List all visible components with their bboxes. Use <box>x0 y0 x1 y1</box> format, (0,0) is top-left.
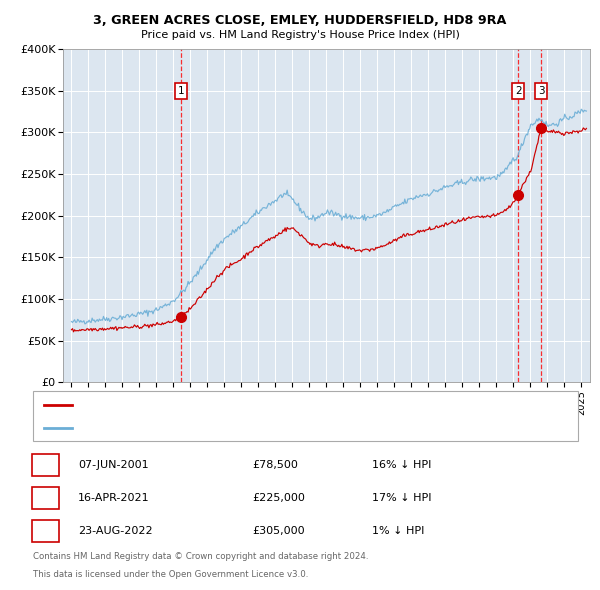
Text: 1: 1 <box>42 460 49 470</box>
Text: 2: 2 <box>515 86 521 96</box>
Text: 3: 3 <box>42 526 49 536</box>
Text: 1% ↓ HPI: 1% ↓ HPI <box>372 526 424 536</box>
Text: 16% ↓ HPI: 16% ↓ HPI <box>372 460 431 470</box>
Text: 16-APR-2021: 16-APR-2021 <box>78 493 149 503</box>
Text: 2: 2 <box>42 493 49 503</box>
Text: 3, GREEN ACRES CLOSE, EMLEY, HUDDERSFIELD, HD8 9RA (detached house): 3, GREEN ACRES CLOSE, EMLEY, HUDDERSFIEL… <box>79 400 456 410</box>
Text: 1: 1 <box>178 86 184 96</box>
Text: 07-JUN-2001: 07-JUN-2001 <box>78 460 149 470</box>
Text: £305,000: £305,000 <box>252 526 305 536</box>
Text: £225,000: £225,000 <box>252 493 305 503</box>
Text: HPI: Average price, detached house, Kirklees: HPI: Average price, detached house, Kirk… <box>79 423 299 433</box>
Text: This data is licensed under the Open Government Licence v3.0.: This data is licensed under the Open Gov… <box>33 570 308 579</box>
Text: Contains HM Land Registry data © Crown copyright and database right 2024.: Contains HM Land Registry data © Crown c… <box>33 552 368 561</box>
Text: £78,500: £78,500 <box>252 460 298 470</box>
Text: 3, GREEN ACRES CLOSE, EMLEY, HUDDERSFIELD, HD8 9RA: 3, GREEN ACRES CLOSE, EMLEY, HUDDERSFIEL… <box>94 14 506 27</box>
Text: 17% ↓ HPI: 17% ↓ HPI <box>372 493 431 503</box>
Text: 23-AUG-2022: 23-AUG-2022 <box>78 526 152 536</box>
Text: 3: 3 <box>538 86 545 96</box>
Text: Price paid vs. HM Land Registry's House Price Index (HPI): Price paid vs. HM Land Registry's House … <box>140 30 460 40</box>
